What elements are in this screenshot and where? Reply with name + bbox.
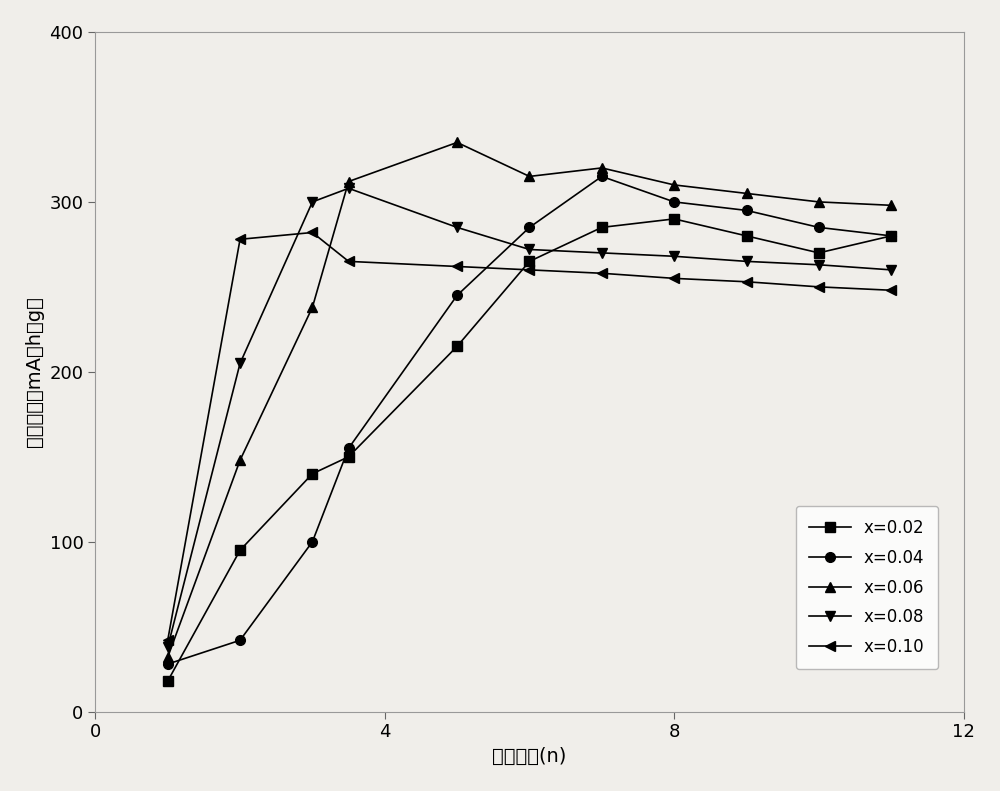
x=0.04 [523, 222, 535, 232]
x=0.06 [668, 180, 680, 190]
x=0.10 [234, 235, 246, 244]
Y-axis label: 放电容量（mA．h／g）: 放电容量（mA．h／g） [25, 297, 44, 447]
x=0.04 [306, 537, 318, 547]
x=0.06 [162, 653, 174, 662]
x=0.02 [451, 342, 463, 351]
x=0.02 [741, 231, 753, 240]
x=0.10 [885, 286, 897, 295]
x=0.10 [451, 262, 463, 271]
x=0.10 [813, 282, 825, 292]
x=0.10 [668, 274, 680, 283]
x=0.02 [668, 214, 680, 224]
x=0.08 [306, 197, 318, 206]
x=0.08 [234, 358, 246, 368]
Line: x=0.04: x=0.04 [163, 172, 896, 669]
x=0.06 [813, 197, 825, 206]
x=0.02 [162, 676, 174, 686]
x=0.10 [306, 228, 318, 237]
x=0.06 [741, 189, 753, 199]
x=0.02 [306, 469, 318, 479]
x=0.04 [885, 231, 897, 240]
x=0.02 [523, 256, 535, 266]
Line: x=0.02: x=0.02 [163, 214, 896, 686]
Legend: x=0.02, x=0.04, x=0.06, x=0.08, x=0.10: x=0.02, x=0.04, x=0.06, x=0.08, x=0.10 [796, 506, 938, 669]
x=0.06 [451, 138, 463, 147]
x=0.04 [234, 635, 246, 645]
x=0.06 [596, 163, 608, 172]
x=0.02 [813, 248, 825, 258]
x=0.10 [596, 268, 608, 278]
x=0.04 [741, 206, 753, 215]
x=0.08 [343, 184, 355, 193]
x=0.10 [162, 635, 174, 645]
x=0.04 [162, 660, 174, 669]
x=0.04 [343, 444, 355, 453]
x=0.04 [451, 290, 463, 300]
x=0.06 [885, 201, 897, 210]
x=0.10 [523, 265, 535, 274]
X-axis label: 循环次数(n): 循环次数(n) [492, 747, 567, 766]
x=0.08 [668, 252, 680, 261]
x=0.10 [343, 256, 355, 266]
Line: x=0.08: x=0.08 [163, 184, 896, 652]
Line: x=0.06: x=0.06 [163, 138, 896, 662]
x=0.04 [668, 197, 680, 206]
x=0.02 [343, 452, 355, 461]
x=0.08 [741, 256, 753, 266]
x=0.02 [234, 546, 246, 555]
x=0.06 [306, 302, 318, 312]
x=0.08 [523, 244, 535, 254]
x=0.06 [523, 172, 535, 181]
x=0.08 [596, 248, 608, 258]
x=0.08 [885, 265, 897, 274]
x=0.02 [596, 222, 608, 232]
x=0.06 [234, 456, 246, 465]
x=0.08 [451, 222, 463, 232]
x=0.04 [596, 172, 608, 181]
x=0.02 [885, 231, 897, 240]
x=0.08 [162, 642, 174, 652]
x=0.08 [813, 260, 825, 270]
Line: x=0.10: x=0.10 [163, 228, 896, 645]
x=0.10 [741, 277, 753, 286]
x=0.06 [343, 176, 355, 186]
x=0.04 [813, 222, 825, 232]
